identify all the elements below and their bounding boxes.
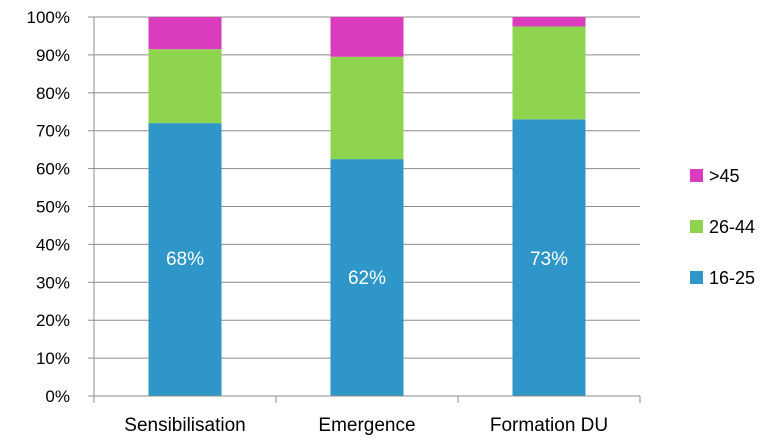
y-tick-label: 40% (36, 235, 70, 254)
bar-segment-1625-0 (148, 123, 222, 397)
legend-swatch (690, 271, 703, 284)
bar-segment-2644-2 (512, 26, 586, 120)
y-tick-label: 100% (27, 8, 70, 27)
bar-segment-45-0 (148, 17, 222, 50)
bar-segment-1625-2 (512, 119, 586, 396)
x-tick-label: Sensibilisation (124, 415, 245, 436)
data-labels: 68% 62% 73% (166, 249, 568, 289)
y-tick-label: 50% (36, 198, 70, 217)
bar-stacks (148, 17, 586, 397)
legend-label: 26-44 (709, 217, 755, 237)
data-label: 62% (348, 268, 386, 289)
x-tick-label: Formation DU (490, 415, 608, 436)
y-tick-label: 10% (36, 349, 70, 368)
y-tick-labels: 0% 10% 20% 30% 40% 50% 60% 70% 80% 90% 100% (27, 8, 70, 406)
bar-segment-45-2 (512, 17, 586, 27)
y-tick-label: 30% (36, 273, 70, 292)
bar-segment-45-1 (330, 17, 404, 57)
data-label: 73% (530, 249, 568, 270)
legend: >45 26-44 16-25 (690, 166, 755, 288)
y-tick-label: 0% (45, 387, 70, 406)
legend-label: 16-25 (709, 268, 755, 288)
data-label: 68% (166, 249, 204, 270)
legend-label: >45 (709, 166, 740, 186)
axes (88, 16, 641, 403)
y-tick-label: 90% (36, 46, 70, 65)
bar-segment-2644-1 (330, 56, 404, 160)
y-tick-label: 20% (36, 311, 70, 330)
x-tick-label: Emergence (318, 415, 415, 436)
y-tick-label: 70% (36, 122, 70, 141)
bar-segment-2644-0 (148, 49, 222, 124)
x-tick-labels: Sensibilisation Emergence Formation DU (124, 415, 608, 436)
y-tick-label: 60% (36, 160, 70, 179)
legend-swatch (690, 169, 703, 182)
legend-swatch (690, 220, 703, 233)
bar-segment-1625-1 (330, 159, 404, 396)
y-tick-label: 80% (36, 84, 70, 103)
